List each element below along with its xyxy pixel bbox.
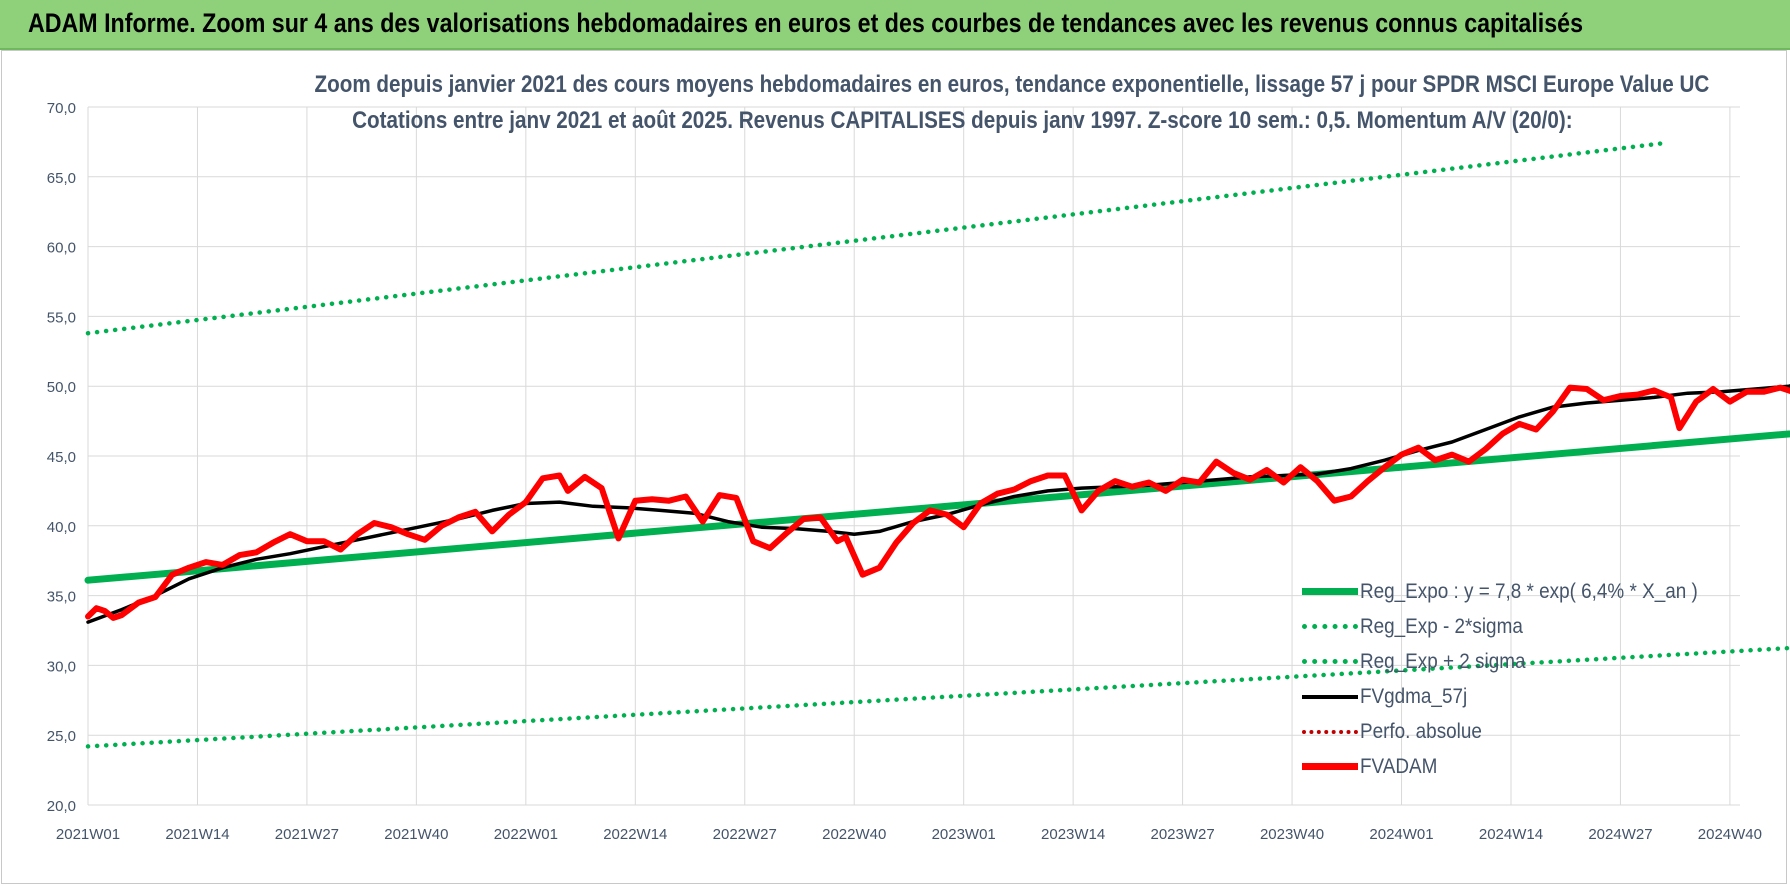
x-tick-label: 2022W14 — [603, 826, 667, 843]
chart-frame — [1, 50, 1787, 884]
legend-label-reg-minus: Reg_Exp - 2*sigma — [1360, 615, 1523, 638]
x-tick-label: 2023W14 — [1041, 826, 1105, 843]
header-banner: ADAM Informe. Zoom sur 4 ans des valoris… — [0, 0, 1790, 50]
x-tick-label: 2022W01 — [494, 826, 558, 843]
y-tick-label: 60,0 — [47, 240, 76, 257]
legend-swatch-reg-plus — [1302, 659, 1358, 664]
y-tick-label: 40,0 — [47, 519, 76, 536]
legend-swatch-reg-minus — [1302, 624, 1358, 629]
banner-title: ADAM Informe. Zoom sur 4 ans des valoris… — [28, 8, 1583, 38]
x-tick-label: 2021W27 — [275, 826, 339, 843]
y-tick-label: 50,0 — [47, 379, 76, 396]
y-tick-label: 55,0 — [47, 309, 76, 326]
y-tick-label: 30,0 — [47, 658, 76, 675]
series-line-reg-expo — [84, 430, 1790, 584]
x-tick-label: 2023W01 — [932, 826, 996, 843]
x-tick-label: 2023W27 — [1150, 826, 1214, 843]
y-tick-label: 70,0 — [47, 100, 76, 117]
series-line-reg-plus — [85, 141, 1665, 336]
y-tick-label: 20,0 — [47, 798, 76, 815]
y-tick-label: 25,0 — [47, 728, 76, 745]
legend-label-reg-plus: Reg_Exp + 2 sigma — [1360, 650, 1526, 673]
legend-label-fvadam: FVADAM — [1360, 755, 1438, 778]
x-tick-label: 2024W27 — [1588, 826, 1652, 843]
series-line-fvgdma — [86, 384, 1790, 624]
chart-title-line1: Zoom depuis janvier 2021 des cours moyen… — [314, 71, 1710, 98]
y-tick-label: 35,0 — [47, 589, 76, 606]
series-line-fvadam — [85, 384, 1790, 621]
x-tick-label: 2021W40 — [384, 826, 448, 843]
x-tick-label: 2022W27 — [713, 826, 777, 843]
legend-swatch-fvgdma — [1302, 695, 1358, 699]
legend-label-fvgdma: FVgdma_57j — [1360, 685, 1468, 708]
x-tick-label: 2024W14 — [1479, 826, 1543, 843]
x-tick-label: 2021W01 — [56, 826, 120, 843]
y-tick-label: 65,0 — [47, 170, 76, 187]
x-tick-label: 2024W01 — [1369, 826, 1433, 843]
legend-swatch-reg-expo — [1302, 588, 1358, 595]
legend-label-reg-expo: Reg_Expo : y = 7,8 * exp( 6,4% * X_an ) — [1360, 580, 1698, 603]
chart-title-line2: Cotations entre janv 2021 et août 2025. … — [352, 107, 1573, 134]
series-line-reg-minus — [85, 645, 1790, 749]
legend-swatch-perfo — [1302, 730, 1358, 734]
x-tick-label: 2023W40 — [1260, 826, 1324, 843]
legend-label-perfo: Perfo. absolue — [1360, 720, 1482, 743]
legend-swatch-fvadam — [1302, 763, 1358, 770]
x-tick-label: 2021W14 — [165, 826, 229, 843]
x-tick-label: 2024W40 — [1698, 826, 1762, 843]
y-tick-label: 45,0 — [47, 449, 76, 466]
x-tick-label: 2022W40 — [822, 826, 886, 843]
